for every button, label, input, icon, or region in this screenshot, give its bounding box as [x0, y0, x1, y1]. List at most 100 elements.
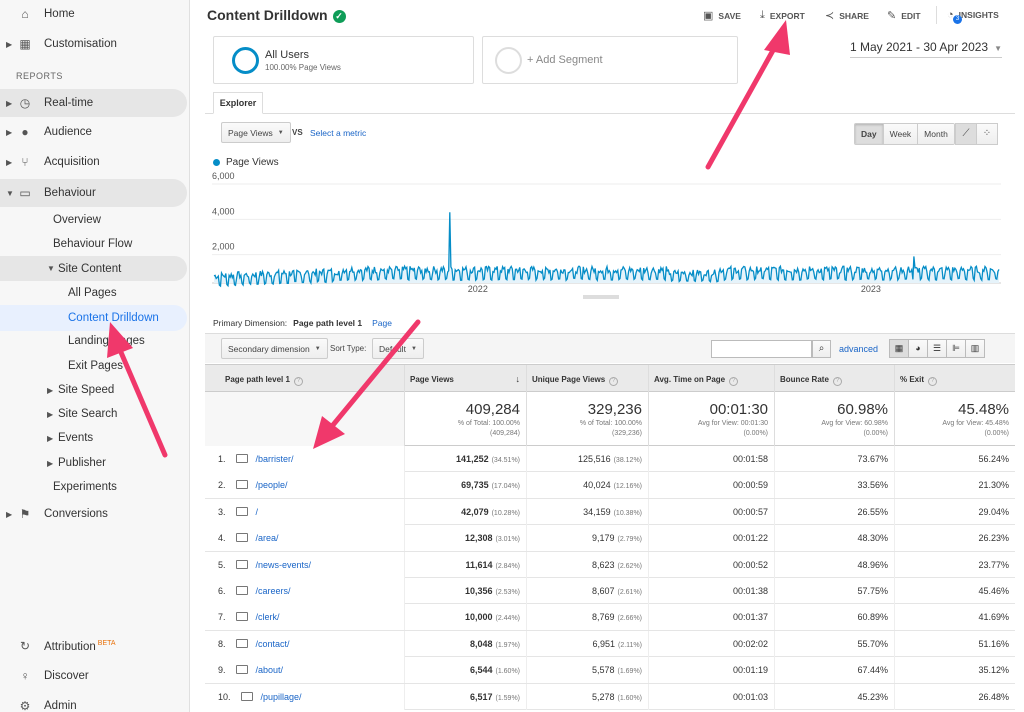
chart-resize-handle[interactable] — [583, 295, 619, 299]
granularity-month-button[interactable]: Month — [917, 124, 954, 144]
cell-percent: (34.51%) — [491, 457, 520, 464]
cell-value: 8,623 — [591, 559, 615, 570]
table-view-toggle: ▦ ◕ ☰ ⊫ ▥ — [889, 339, 985, 358]
tab-explorer[interactable]: Explorer — [213, 92, 263, 114]
search-button[interactable]: ⌕ — [812, 340, 831, 358]
cell-percent: (17.04%) — [491, 483, 520, 491]
total-bounce-rate: 60.98% Avg for View: 60.98% (0.00%) — [774, 392, 894, 446]
sidebar-item-realtime[interactable]: ▶ ◷ Real-time — [0, 89, 187, 117]
table-search-input[interactable] — [711, 340, 812, 358]
share-label: SHARE — [839, 10, 869, 21]
primary-dimension-page-link[interactable]: Page — [372, 318, 392, 328]
table-row: 2./people/69,735 (17.04%) 40,024 (12.16%) 00… — [205, 472, 1015, 499]
cell-unique-page-views: 5,278 (1.60%) — [526, 683, 648, 710]
granularity-day-button[interactable]: Day — [855, 124, 883, 144]
page-path-link[interactable]: /clerk/ — [255, 612, 280, 623]
download-icon: ⤓ — [760, 9, 765, 21]
person-icon: ● — [21, 125, 29, 139]
bar-view-button[interactable]: ☰ — [927, 339, 947, 358]
cell-exit: 56.24% — [894, 446, 1015, 472]
total-sub: % of Total: 100.00% — [457, 420, 520, 427]
select-metric-link[interactable]: Select a metric — [310, 128, 367, 138]
sort-type-select[interactable]: Default ▼ — [372, 338, 424, 359]
pivot-view-button[interactable]: ▥ — [965, 339, 985, 358]
cell-page-path: 10. /pupillage/ — [205, 683, 404, 710]
column-header-bounce-rate[interactable]: Bounce Rate? — [774, 365, 894, 393]
cell-value: 00:01:19 — [732, 665, 768, 676]
sidebar-item-site-content[interactable]: ▼ Site Content — [0, 256, 187, 281]
column-header-label: Bounce Rate — [780, 375, 829, 384]
total-page-views: 409,284 % of Total: 100.00% (409,284) — [404, 392, 526, 446]
total-sub: (329,236) — [612, 430, 642, 437]
cell-exit: 51.16% — [894, 630, 1015, 657]
chart-legend: Page Views — [213, 157, 279, 168]
export-button[interactable]: ⤓ EXPORT — [760, 9, 805, 22]
grid-icon: ▦ — [19, 37, 31, 51]
comparison-view-button[interactable]: ⊫ — [946, 339, 966, 358]
row-number: 8. — [218, 638, 226, 649]
totals-row: 409,284 % of Total: 100.00% (409,284) 329,… — [205, 392, 1015, 446]
attribution-label: Attribution — [44, 640, 96, 653]
folder-icon — [235, 612, 248, 622]
primary-dimension-current: Page path level 1 — [293, 318, 363, 328]
page-path-link[interactable]: /people/ — [255, 480, 288, 491]
cell-value: 42,079 — [461, 506, 489, 517]
date-range-picker[interactable]: 1 May 2021 - 30 Apr 2023 ▼ — [850, 40, 1003, 58]
column-header-unique-page-views[interactable]: Unique Page Views? — [526, 365, 648, 393]
advanced-filter-link[interactable]: advanced — [839, 344, 879, 354]
page-path-link[interactable]: /contact/ — [255, 638, 290, 649]
x-tick-label: 2023 — [861, 284, 881, 294]
page-path-link[interactable]: /careers/ — [255, 586, 291, 596]
column-header-page-views[interactable]: Page Views ↓ — [404, 365, 526, 393]
total-value: 60.98% — [837, 401, 888, 418]
page-path-link[interactable]: /news-events/ — [255, 559, 312, 570]
column-header-exit[interactable]: % Exit? — [894, 365, 1015, 393]
column-header-avg-time[interactable]: Avg. Time on Page? — [648, 365, 774, 393]
page-path-link[interactable]: /barrister/ — [255, 454, 294, 464]
table-view-button[interactable]: ▦ — [889, 339, 909, 358]
bubble-chart-icon: ⁘ — [982, 128, 992, 139]
page-path-link[interactable]: /about/ — [255, 665, 284, 676]
motion-chart-type-button[interactable]: ⁘ — [976, 123, 998, 145]
tab-divider — [205, 113, 1015, 114]
metric-select[interactable]: Page Views ▼ — [221, 122, 291, 143]
line-chart-type-button[interactable]: ⟋ — [955, 123, 977, 145]
sidebar-item-behaviour[interactable]: ▼ ▭ Behaviour — [0, 179, 187, 207]
cell-value: 45.46% — [978, 586, 1009, 596]
expand-arrow-icon: ▶ — [47, 409, 54, 419]
insights-count-badge: 3 — [953, 15, 962, 24]
pencil-icon: ✎ — [887, 10, 897, 22]
page-path-link[interactable]: /area/ — [255, 533, 279, 544]
primary-dimension-label: Primary Dimension: — [213, 318, 288, 328]
cell-unique-page-views: 125,516 (38.12%) — [526, 446, 648, 472]
insights-button[interactable]: ◔ 3 INSIGHTS — [947, 9, 999, 24]
attribution-icon: ↻ — [19, 639, 31, 653]
save-button[interactable]: ▣ SAVE — [703, 9, 741, 22]
cell-bounce-rate: 48.30% — [774, 525, 894, 552]
cell-value: 23.77% — [978, 559, 1009, 570]
add-segment-button[interactable]: + Add Segment — [482, 36, 738, 84]
sidebar-item-content-drilldown[interactable]: Content Drilldown — [0, 305, 187, 331]
share-button[interactable]: ≺ SHARE — [825, 9, 869, 22]
total-sub: % of Total: 100.00% — [579, 420, 642, 427]
cell-page-views: 42,079 (10.28%) — [404, 498, 526, 525]
cell-value: 6,951 — [592, 638, 615, 649]
total-exit: 45.48% Avg for View: 45.48% (0.00%) — [894, 392, 1015, 446]
page-path-link[interactable]: / — [255, 506, 259, 517]
cell-bounce-rate: 67.44% — [774, 657, 894, 684]
segment-all-users[interactable]: All Users 100.00% Page Views — [213, 36, 474, 84]
acquisition-icon: ⑂ — [21, 155, 29, 169]
cell-percent: (1.69%) — [617, 668, 642, 676]
help-icon: ? — [729, 377, 739, 386]
secondary-dimension-label: Secondary dimension — [228, 343, 310, 354]
y-tick-label: 6,000 — [212, 171, 235, 181]
secondary-dimension-select[interactable]: Secondary dimension ▼ — [221, 338, 328, 359]
flag-icon: ⚑ — [19, 507, 31, 521]
table-header-row: Page path level 1? Page Views ↓ Unique Pa… — [205, 364, 1015, 393]
column-header-page-path[interactable]: Page path level 1? — [205, 365, 404, 393]
pie-view-button[interactable]: ◕ — [908, 339, 928, 358]
series-line-page-views[interactable] — [213, 212, 1000, 288]
granularity-week-button[interactable]: Week — [882, 124, 918, 144]
edit-button[interactable]: ✎ EDIT — [887, 9, 921, 22]
page-path-link[interactable]: /pupillage/ — [260, 691, 302, 702]
